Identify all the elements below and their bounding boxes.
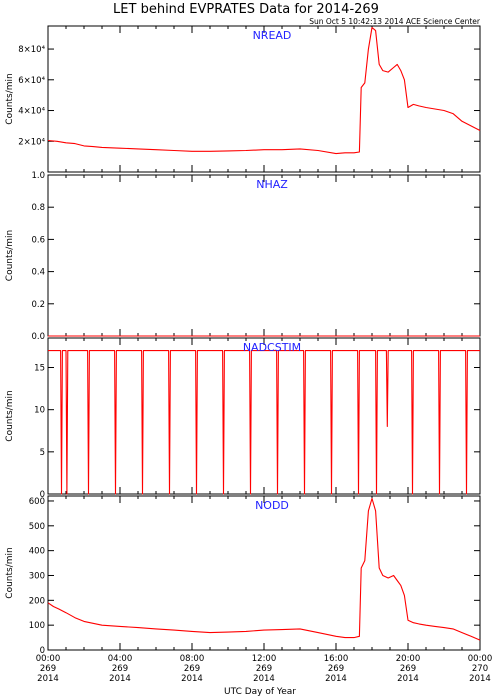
xtick-label-year: 2014 — [469, 674, 491, 684]
nadcstim-ytick-label: 10 — [34, 406, 45, 416]
xtick-label-time: 00:00 — [468, 654, 492, 664]
nread-ytick-label: 4×10⁴ — [18, 107, 45, 117]
nread-ytick-label: 8×10⁴ — [18, 45, 45, 55]
nhaz-ytick-label: 0.6 — [31, 235, 45, 245]
nadcstim-frame — [47, 337, 481, 495]
nadcstim-ytick-label: 15 — [34, 364, 45, 374]
chart-title: LET behind EVPRATES Data for 2014-269 — [113, 2, 379, 17]
nodd-ytick-label: 400 — [29, 547, 45, 557]
nadcstim-panel-label: NADCSTIM — [243, 341, 301, 354]
nhaz-panel-label: NHAZ — [256, 178, 288, 191]
xtick-label-time: 20:00 — [396, 654, 421, 664]
generation-timestamp: Sun Oct 5 10:42:13 2014 ACE Science Cent… — [309, 17, 481, 26]
nodd-ytick-label: 600 — [29, 497, 45, 507]
xtick-label-year: 2014 — [397, 674, 419, 684]
nhaz-ytick-label: 1.0 — [31, 171, 45, 181]
panels-group: 2×10⁴ 4×10⁴ 6×10⁴ 8×10⁴ Counts/min NREAD 0.0 0.… — [5, 25, 492, 684]
nodd-ytick-label: 100 — [29, 621, 45, 631]
nodd-ytick-label: 300 — [29, 571, 45, 581]
nhaz-ytick-label: 0.2 — [31, 300, 45, 310]
xtick-label-doy: 269 — [184, 664, 200, 674]
xtick-label-doy: 269 — [328, 664, 344, 674]
nodd-ytick-label: 200 — [29, 596, 45, 606]
nhaz-ytick-label: 0.0 — [31, 332, 45, 342]
nodd-series-line — [47, 497, 481, 641]
nadcstim-ytick-label: 0 — [40, 490, 45, 500]
xtick-label-year: 2014 — [181, 674, 203, 684]
nhaz-frame — [47, 174, 481, 337]
nread-panel-label: NREAD — [253, 29, 292, 42]
xtick-label-time: 04:00 — [108, 654, 133, 664]
xtick-label-year: 2014 — [253, 674, 275, 684]
nhaz-ytick-label: 0.4 — [31, 268, 45, 278]
nodd-ytick-label: 500 — [29, 522, 45, 532]
nodd-frame — [47, 495, 481, 651]
nread-series-line — [47, 26, 481, 155]
nadcstim-series-line — [48, 350, 480, 495]
xtick-label-doy: 269 — [400, 664, 416, 674]
xtick-label-time: 12:00 — [252, 654, 277, 664]
xtick-label-doy: 269 — [112, 664, 128, 674]
nadcstim-ytick-label: 5 — [40, 448, 45, 458]
nodd-ytick-label: 0 — [40, 646, 45, 656]
nodd-panel-label: NODD — [255, 499, 289, 512]
nhaz-ytick-label: 0.8 — [31, 203, 45, 213]
xtick-label-time: 00:00 — [36, 654, 61, 664]
nread-ytick-label: 2×10⁴ — [18, 137, 45, 147]
xtick-label-year: 2014 — [325, 674, 347, 684]
xtick-label-year: 2014 — [37, 674, 59, 684]
x-axis-label: UTC Day of Year — [224, 687, 296, 697]
xtick-label-doy: 270 — [472, 664, 488, 674]
nread-ytick-label: 6×10⁴ — [18, 76, 45, 86]
nread-ylabel: Counts/min — [5, 73, 15, 124]
xtick-label-time: 08:00 — [180, 654, 205, 664]
xtick-label-doy: 269 — [256, 664, 272, 674]
xtick-label-year: 2014 — [109, 674, 131, 684]
nadcstim-ylabel: Counts/min — [5, 390, 15, 441]
nodd-ylabel: Counts/min — [5, 547, 15, 598]
xtick-label-doy: 269 — [40, 664, 56, 674]
nhaz-ylabel: Counts/min — [5, 230, 15, 281]
xtick-label-time: 16:00 — [324, 654, 349, 664]
